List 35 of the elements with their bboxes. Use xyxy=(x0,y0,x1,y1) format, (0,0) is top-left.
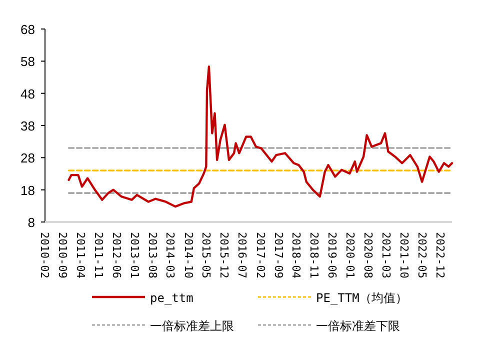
x-tick-label: 2020-01 xyxy=(344,232,357,278)
x-tick-label: 2017-09 xyxy=(272,232,285,278)
y-tick-label: 18 xyxy=(20,182,35,198)
x-tick-label: 2014-03 xyxy=(164,232,177,278)
line-series xyxy=(68,66,454,208)
x-tick-label: 2016-07 xyxy=(236,232,249,278)
legend-label: 一倍标准差上限 xyxy=(150,319,234,333)
x-tick-label: 2018-04 xyxy=(290,232,303,279)
x-tick-label: 2022-05 xyxy=(416,232,429,278)
y-tick-label: 38 xyxy=(20,118,35,134)
x-tick-label: 2014-10 xyxy=(182,232,195,278)
y-tick-label: 28 xyxy=(20,150,35,166)
x-tick-label: 2010-02 xyxy=(38,232,51,278)
x-tick-label: 2013-08 xyxy=(146,232,159,278)
x-tick-label: 2011-04 xyxy=(74,232,87,279)
y-tick-label: 68 xyxy=(20,22,35,37)
x-tick-label: 2013-01 xyxy=(128,232,141,278)
legend-label: pe_ttm xyxy=(150,291,194,305)
x-tick-label: 2010-09 xyxy=(56,232,69,278)
x-tick-label: 2021-10 xyxy=(398,232,411,278)
y-tick-label: 8 xyxy=(28,215,35,230)
x-tick-label: 2022-12 xyxy=(434,232,447,278)
legend-label: 一倍标准差下限 xyxy=(316,319,400,333)
x-tick-label: 2015-12 xyxy=(218,232,231,278)
y-tick-label: 48 xyxy=(20,86,35,102)
x-tick-label: 2017-02 xyxy=(254,232,267,278)
x-tick-label: 2015-05 xyxy=(200,232,213,278)
x-tick-label: 2019-06 xyxy=(326,232,339,278)
legend-label: PE_TTM（均值） xyxy=(316,291,408,305)
x-tick-label: 2012-06 xyxy=(110,232,123,278)
x-tick-label: 2021-03 xyxy=(380,232,393,278)
x-tick-label: 2011-11 xyxy=(92,232,105,278)
y-tick-label: 58 xyxy=(20,54,35,70)
x-tick-label: 2020-08 xyxy=(362,232,375,278)
x-tick-label: 2018-11 xyxy=(308,232,321,278)
